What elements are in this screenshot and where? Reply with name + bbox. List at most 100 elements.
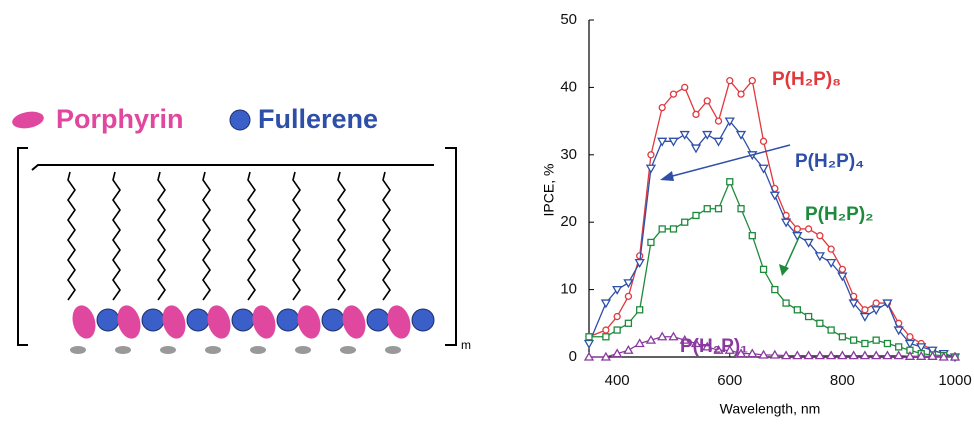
- plot: 0 10 20 30 40 50 400 600 800 1000 P(H₂P)₈ P(H₂P)₄ P(…: [560, 11, 971, 389]
- marker: [737, 90, 745, 98]
- arrowhead: [660, 171, 674, 181]
- side-chain: [337, 171, 346, 301]
- y-tick-label: 0: [569, 348, 577, 365]
- porphyrin-icon: [12, 111, 44, 129]
- marker: [624, 319, 633, 327]
- marker: [792, 350, 803, 360]
- fullerene: [141, 308, 165, 332]
- marker: [714, 205, 723, 213]
- porphyrin: [72, 305, 96, 339]
- marker: [583, 351, 595, 361]
- bracket-right: [445, 147, 457, 346]
- anchor: [205, 346, 221, 354]
- marker: [882, 299, 893, 309]
- marker: [771, 285, 779, 294]
- marker: [679, 334, 690, 344]
- marker: [949, 351, 961, 361]
- side-chain: [247, 171, 256, 301]
- anchor: [385, 346, 401, 354]
- marker: [647, 238, 655, 247]
- marker: [893, 326, 904, 336]
- marker: [904, 339, 916, 349]
- series-label: P(H₂P)₁: [680, 336, 748, 357]
- marker: [612, 285, 623, 295]
- marker: [780, 218, 792, 228]
- series: [583, 117, 961, 363]
- marker: [861, 306, 869, 314]
- series: [585, 77, 959, 361]
- y-tick-label: 40: [560, 78, 577, 95]
- y-tick-label: 10: [560, 281, 577, 298]
- arrowhead: [779, 264, 789, 276]
- marker: [916, 343, 927, 353]
- side-chain: [112, 171, 121, 301]
- marker: [838, 333, 847, 341]
- marker: [600, 351, 612, 361]
- series-label: P(H₂P)₈: [772, 69, 841, 90]
- marker: [713, 137, 724, 147]
- marker: [681, 218, 689, 226]
- marker: [793, 225, 801, 233]
- arrow: [664, 144, 791, 179]
- marker: [803, 238, 814, 248]
- marker: [668, 137, 679, 147]
- marker: [690, 144, 702, 154]
- marker: [758, 164, 769, 174]
- marker: [837, 272, 848, 282]
- anchor: [295, 346, 311, 354]
- marker: [690, 338, 702, 348]
- marker: [906, 333, 914, 341]
- marker: [804, 312, 813, 321]
- marker: [613, 312, 621, 321]
- marker: [848, 350, 859, 360]
- marker: [726, 178, 734, 186]
- marker: [747, 348, 758, 358]
- marker: [657, 137, 668, 147]
- y-tick-label: 50: [560, 11, 577, 28]
- marker: [758, 349, 769, 359]
- series-label: P(H₂P)₂: [805, 204, 874, 225]
- marker: [895, 343, 903, 351]
- bracket-left: [17, 147, 28, 346]
- marker: [645, 164, 657, 174]
- marker: [769, 191, 780, 201]
- fullerene: [411, 308, 435, 332]
- marker: [804, 225, 813, 233]
- anchor: [340, 346, 356, 354]
- marker: [724, 117, 735, 127]
- marker: [871, 306, 882, 316]
- molecule-diagram: Porphyrin Fullerene m: [12, 104, 471, 354]
- marker: [679, 130, 690, 140]
- series-label: P(H₂P)₄: [795, 151, 864, 172]
- marker: [848, 299, 859, 309]
- legend-porphyrin: Porphyrin: [56, 104, 184, 134]
- marker: [748, 232, 756, 240]
- marker: [803, 350, 814, 360]
- anchor: [115, 346, 131, 354]
- marker: [927, 346, 938, 356]
- marker: [735, 348, 747, 358]
- porphyrin: [207, 305, 231, 339]
- marker: [814, 350, 825, 360]
- marker: [838, 265, 847, 274]
- marker: [882, 350, 893, 360]
- marker: [859, 312, 871, 322]
- marker: [634, 338, 645, 348]
- marker: [703, 97, 711, 105]
- marker: [669, 90, 678, 98]
- marker: [872, 299, 880, 307]
- marker: [872, 336, 880, 344]
- marker: [669, 225, 678, 233]
- fullerene-icon: [229, 109, 251, 131]
- marker: [938, 351, 949, 361]
- marker: [859, 350, 871, 360]
- side-chain: [202, 171, 211, 301]
- marker: [837, 350, 848, 360]
- marker: [827, 326, 835, 334]
- marker: [702, 341, 713, 351]
- x-tick-label: 1000: [938, 372, 971, 389]
- marker: [624, 292, 633, 300]
- marker: [904, 351, 916, 360]
- marker: [681, 83, 689, 92]
- anchor: [250, 346, 266, 354]
